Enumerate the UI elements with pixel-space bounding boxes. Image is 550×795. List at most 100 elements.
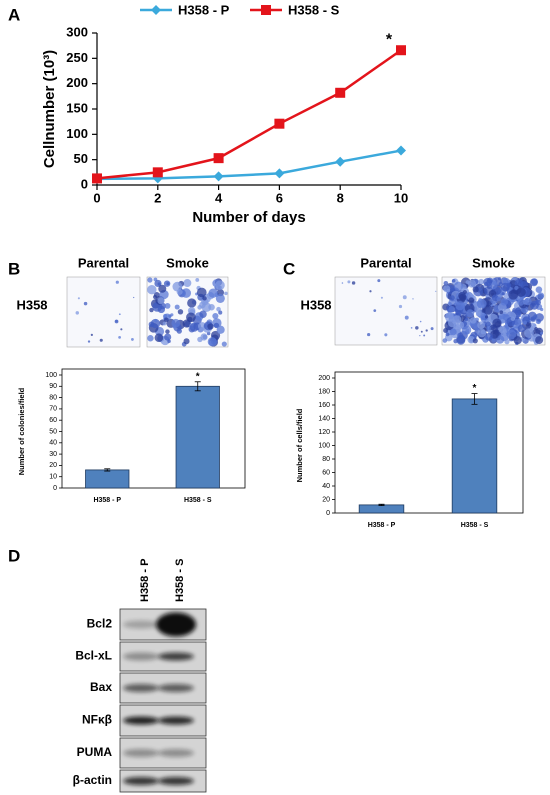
series-line [96,49,402,180]
x-tick-label: 6 [276,190,283,205]
bar [451,398,498,514]
cell [133,296,135,299]
band [158,749,194,757]
marker [396,145,406,156]
cell [510,316,516,322]
cell [425,329,428,332]
cell [167,339,171,344]
cell [77,297,80,300]
cell [412,298,414,300]
marker [92,173,102,184]
series-line [96,149,402,181]
x-axis-title: Number of days [192,209,305,226]
cell [456,335,466,345]
cell [524,328,534,339]
panel-label: A [8,5,20,24]
y-tick-label: 80 [49,394,57,401]
cell [162,321,167,326]
cell [497,277,502,281]
y-tick-label: 50 [49,428,57,435]
cell [468,297,474,303]
y-axis-title: Cellnumber (10³) [41,50,58,168]
y-axis-title: Number of cells/field [295,408,304,482]
cell [477,328,487,338]
cell [177,309,184,315]
x-tick-label: H358 - S [461,522,489,529]
cell [172,324,177,329]
y-tick-label: 150 [66,100,88,115]
y-tick-label: 40 [322,483,330,490]
cell [221,341,227,347]
cell [469,317,477,324]
cell [451,278,456,283]
marker [151,5,161,15]
cell [218,310,223,315]
y-tick-label: 60 [49,417,57,424]
cell [157,297,165,305]
cell [435,290,437,292]
cell [453,281,464,291]
annotation: * [386,31,393,48]
cell [415,326,419,330]
band [156,612,196,637]
cell [443,280,449,286]
band [123,749,159,757]
x-tick-label: H358 - P [93,497,121,504]
protein-label: β-actin [73,773,112,787]
cell [154,333,164,343]
cell [176,288,183,296]
micrograph [66,276,141,348]
legend-label: H358 - P [178,2,230,17]
bar [85,469,130,489]
cell [199,301,206,309]
y-tick-label: 100 [45,372,57,379]
marker [335,156,346,167]
cell [154,279,162,288]
band [158,777,194,785]
image-column-label: Parental [78,255,129,270]
cell [87,340,91,343]
cell [208,288,218,298]
cell [455,301,465,311]
cell [443,327,449,333]
x-tick-label: 2 [154,190,161,205]
cell [483,304,493,315]
cell [458,291,466,300]
marker [261,5,271,15]
marker [396,45,406,56]
band [123,716,159,725]
cell [377,279,381,283]
cell [207,337,217,347]
y-tick-label: 70 [49,406,57,413]
y-tick-label: 90 [49,383,57,390]
y-tick-label: 250 [66,50,88,65]
protein-label: PUMA [77,745,113,759]
cell [535,336,544,345]
y-tick-label: 0 [81,176,88,191]
cell [443,285,451,293]
marker [213,153,224,164]
image-column-label: Smoke [472,255,515,270]
marker [274,168,285,179]
bar [358,504,405,514]
y-tick-label: 180 [318,388,330,395]
cell [449,295,455,301]
band [123,777,159,785]
lane-label: H358 - S [174,559,186,602]
cell [517,324,526,333]
cell [449,328,457,336]
y-tick-label: 20 [49,462,57,469]
cell [154,318,158,323]
cell [486,325,491,331]
cell [147,284,157,295]
protein-label: Bcl2 [87,617,113,631]
cell [419,320,422,323]
panel-label: C [283,259,295,278]
cell [398,304,403,309]
image-row-label: H358 [16,297,47,312]
panel-label: B [8,259,20,278]
cell [533,323,537,327]
cell [508,289,519,300]
error-bar [471,393,478,405]
cell [485,332,493,341]
